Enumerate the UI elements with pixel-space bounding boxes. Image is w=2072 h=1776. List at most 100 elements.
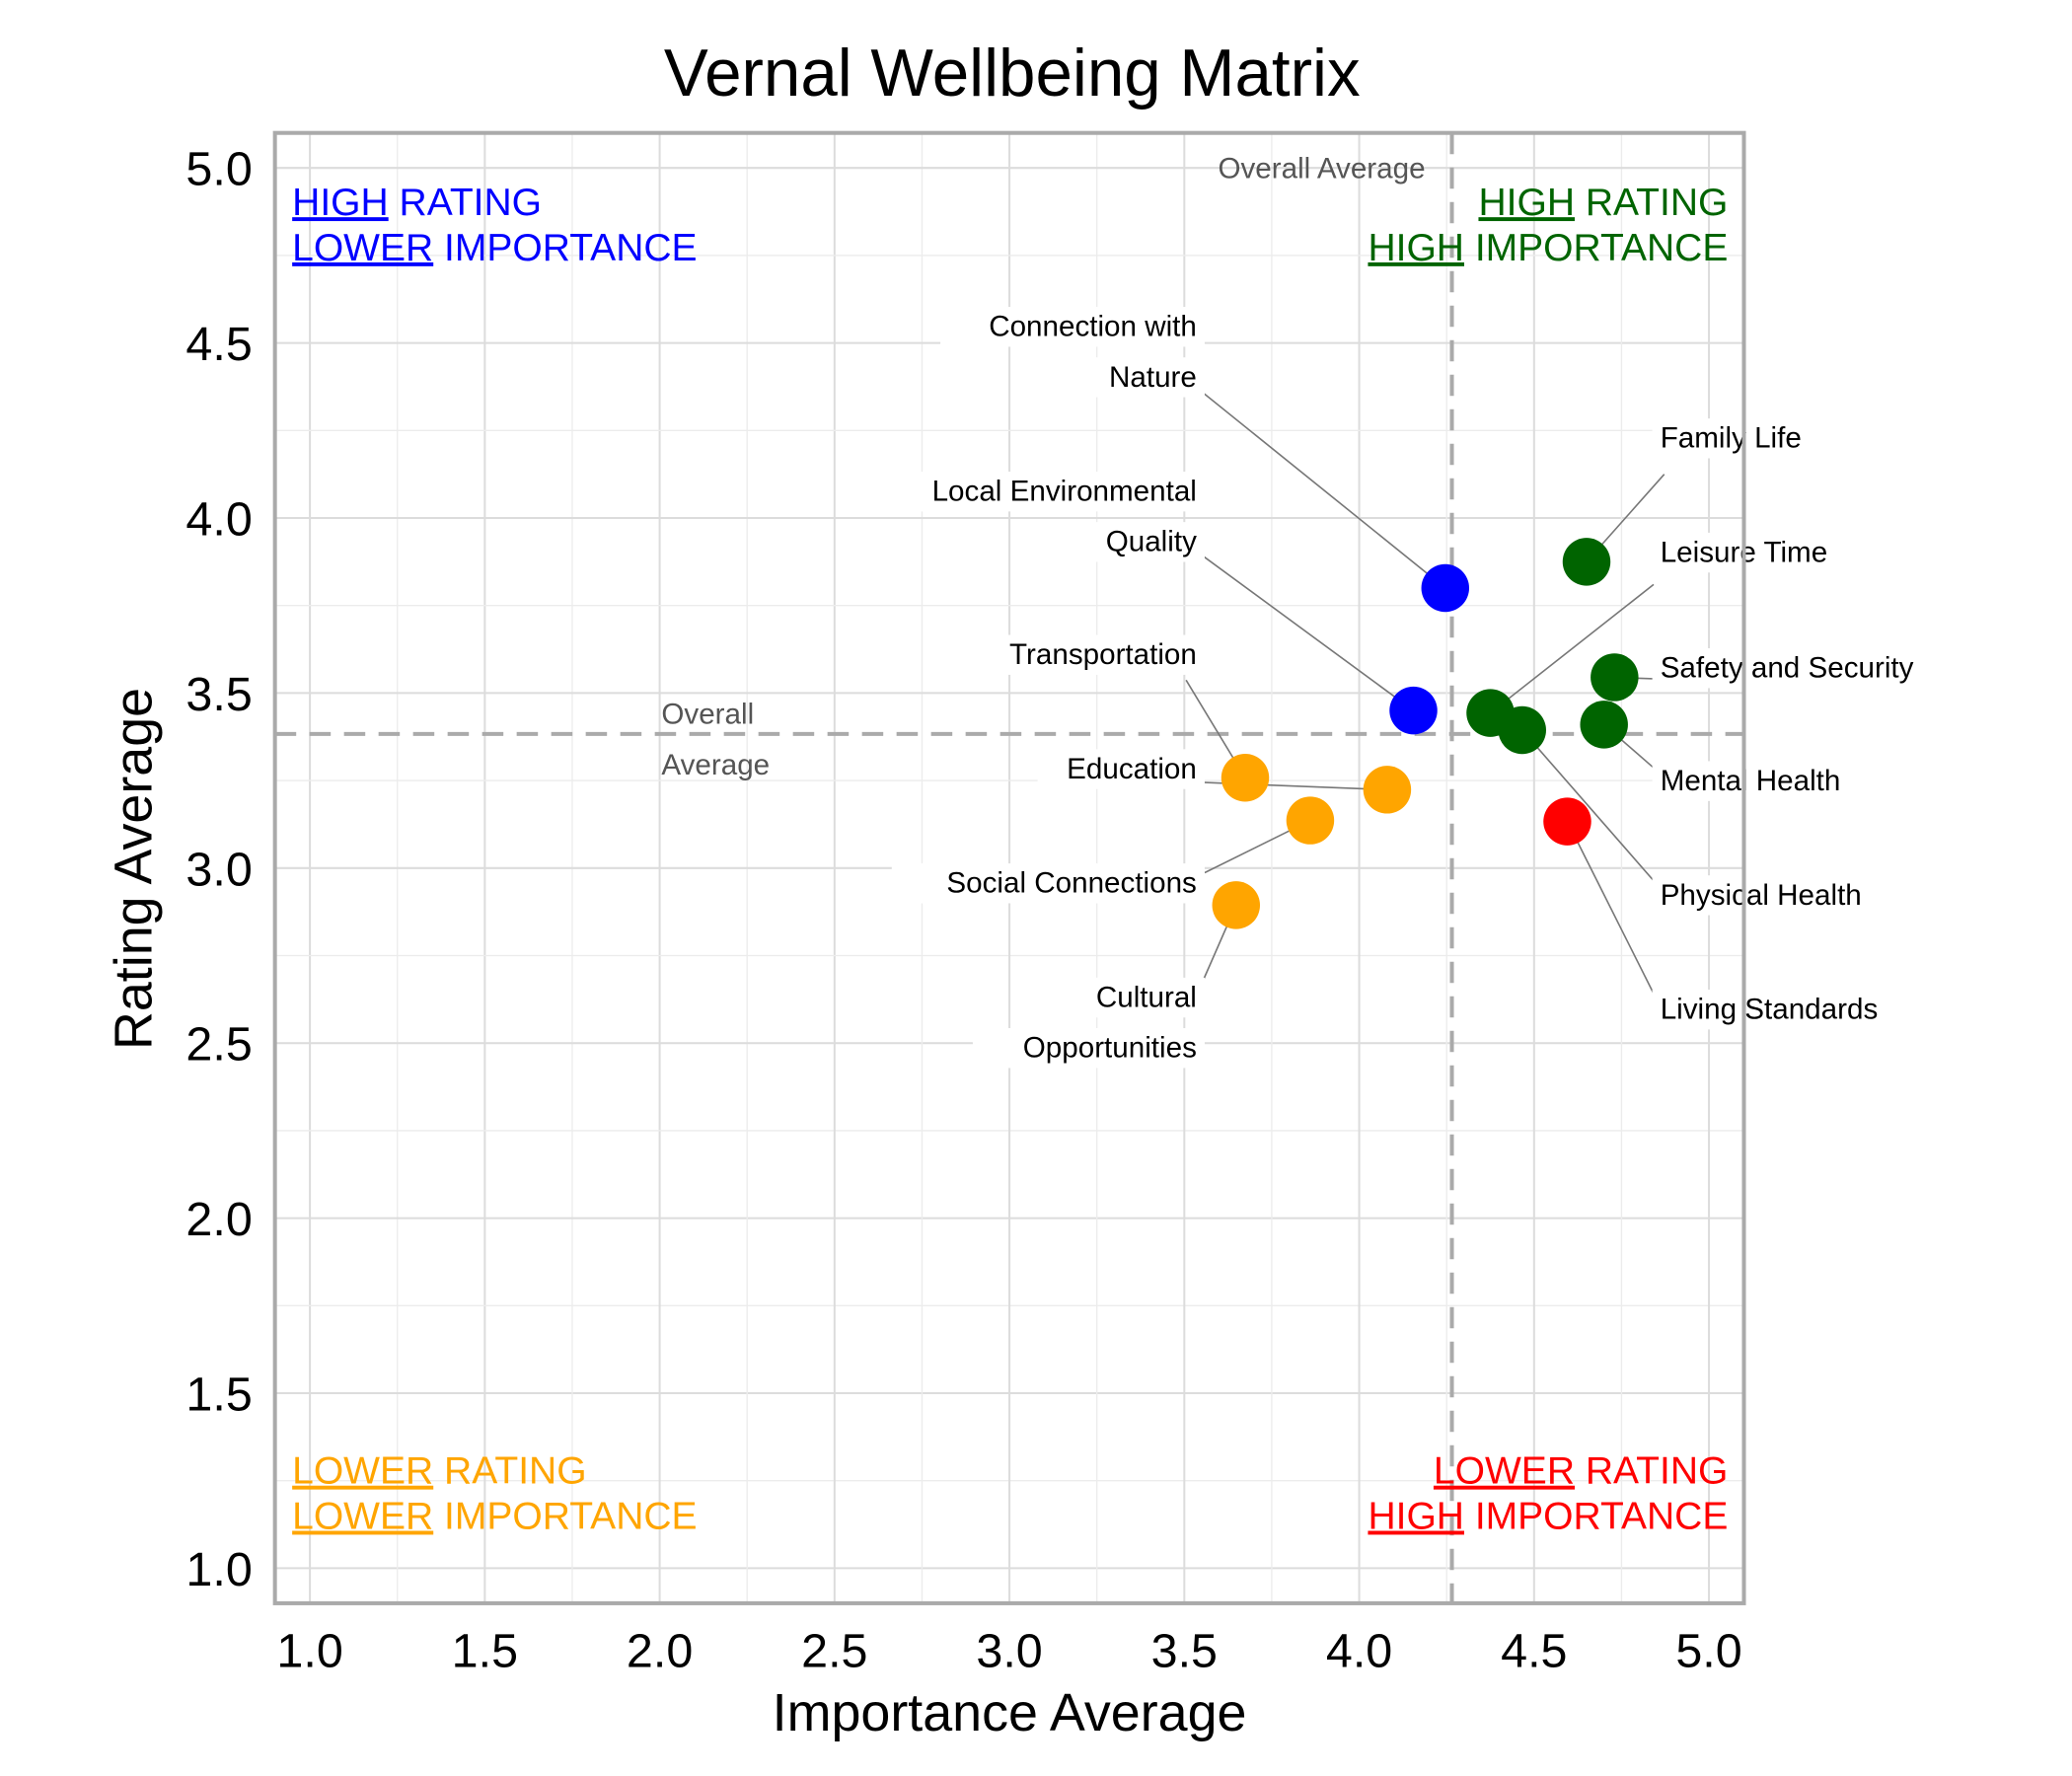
quadrant-emphasis: LOWER — [292, 227, 433, 269]
point-label: Living Standards — [1661, 994, 1879, 1026]
label-background — [956, 634, 1205, 675]
chart-title: Vernal Wellbeing Matrix — [664, 37, 1361, 111]
point-label: Education — [1067, 753, 1197, 785]
x-tick-label: 2.0 — [627, 1625, 693, 1678]
quadrant-text: IMPORTANCE — [1464, 1496, 1728, 1538]
quadrant-label-top-right: HIGH RATING — [1478, 182, 1728, 224]
quadrant-text: RATING — [1575, 182, 1728, 224]
label-background — [1652, 648, 1982, 689]
point-label: Physical Health — [1661, 879, 1862, 912]
data-points — [1212, 538, 1639, 929]
quadrant-label-top-right: HIGH IMPORTANCE — [1368, 227, 1728, 269]
label-background — [1085, 357, 1205, 398]
quadrant-text: IMPORTANCE — [1464, 227, 1728, 269]
x-tick-label: 5.0 — [1675, 1625, 1741, 1678]
y-tick-label: 4.0 — [185, 492, 252, 546]
y-tick-label: 3.5 — [185, 668, 252, 721]
quadrant-emphasis: HIGH — [292, 182, 389, 224]
leader-line — [1566, 821, 1655, 995]
label-background — [1054, 977, 1205, 1018]
plot-frame — [272, 130, 1746, 1605]
quadrant-text: IMPORTANCE — [433, 1496, 697, 1538]
data-point — [1580, 701, 1628, 749]
point-label: Nature — [1109, 361, 1197, 394]
quadrant-text: RATING — [1575, 1450, 1728, 1493]
y-tick-label: 1.0 — [185, 1543, 252, 1596]
point-label: Transportation — [1009, 638, 1197, 671]
y-tick-label: 2.0 — [185, 1193, 252, 1246]
leader-lines — [1185, 391, 1665, 995]
point-label: Local Environmental — [932, 476, 1197, 508]
leader-line — [1521, 729, 1655, 882]
leader-line — [1489, 583, 1655, 714]
quadrant-emphasis: LOWER — [292, 1496, 433, 1538]
y-tick-label: 4.5 — [185, 318, 252, 371]
quadrant-emphasis: HIGH — [1478, 182, 1575, 224]
quadrant-label-bottom-right: LOWER RATING — [1434, 1450, 1728, 1493]
reference-lines: Overall Average Overall Average — [274, 132, 1744, 1603]
x-tick-label: 2.5 — [801, 1625, 867, 1678]
label-background — [972, 1028, 1205, 1069]
data-point — [1498, 705, 1546, 755]
quadrant-text: IMPORTANCE — [433, 227, 697, 269]
quadrant-emphasis: HIGH — [1368, 1496, 1464, 1538]
label-background — [1070, 522, 1205, 562]
x-tick-label: 4.0 — [1326, 1625, 1392, 1678]
x-tick-label: 4.5 — [1501, 1625, 1567, 1678]
label-background — [1652, 875, 1917, 916]
quadrant-emphasis: LOWER — [292, 1450, 433, 1493]
y-tick-label: 5.0 — [185, 143, 252, 196]
point-label: Safety and Security — [1661, 652, 1914, 685]
quadrant-emphasis: LOWER — [1434, 1450, 1575, 1493]
data-point — [1221, 754, 1270, 802]
leader-line — [1201, 555, 1414, 711]
y-average-label: Overall — [661, 699, 754, 731]
point-label: Cultural — [1096, 981, 1197, 1013]
x-tick-label: 1.5 — [452, 1625, 518, 1678]
quadrant-text: RATING — [433, 1450, 586, 1493]
x-average-label: Overall Average — [1218, 152, 1425, 185]
quadrant-label-top-left: HIGH RATING — [292, 182, 542, 224]
label-background — [1652, 532, 1869, 573]
label-background — [891, 863, 1205, 904]
y-tick-label: 1.5 — [185, 1369, 252, 1422]
y-tick-label: 2.5 — [185, 1018, 252, 1072]
quadrant-label-top-left: LOWER IMPORTANCE — [292, 227, 697, 269]
tick-labels: 1.0 1.5 2.0 2.5 3.0 3.5 4.0 4.5 5.0 1.0 1.5 2.0 2.5 3… — [185, 143, 1741, 1678]
quadrant-label-bottom-left: LOWER RATING — [292, 1450, 586, 1493]
quadrant-label-bottom-left: LOWER IMPORTANCE — [292, 1496, 697, 1538]
quadrant-emphasis: HIGH — [1368, 227, 1464, 269]
point-label: Family Life — [1661, 422, 1802, 455]
y-axis-label: Rating Average — [104, 688, 163, 1050]
label-background — [1652, 989, 1933, 1030]
point-label: Quality — [1106, 526, 1197, 558]
label-background — [940, 307, 1205, 347]
data-point — [1591, 653, 1639, 702]
label-background — [1037, 749, 1205, 789]
data-point — [1389, 686, 1438, 735]
data-point — [1212, 881, 1261, 929]
quadrant-label-bottom-right: HIGH IMPORTANCE — [1368, 1496, 1728, 1538]
x-tick-label: 1.0 — [276, 1625, 342, 1678]
data-point — [1562, 538, 1611, 586]
point-label: Connection with — [989, 311, 1197, 343]
point-label: Social Connections — [946, 867, 1196, 900]
x-tick-label: 3.5 — [1151, 1625, 1218, 1678]
label-background — [1652, 761, 1885, 801]
label-background — [875, 471, 1205, 512]
point-label: Opportunities — [1023, 1032, 1197, 1065]
point-label: Mental Health — [1661, 765, 1841, 797]
data-point — [1363, 766, 1412, 814]
data-point — [1421, 563, 1469, 613]
x-tick-label: 3.0 — [976, 1625, 1042, 1678]
data-point — [1543, 797, 1591, 846]
point-labels: Connection with Nature Local Environmental… — [875, 307, 1982, 1069]
y-tick-label: 3.0 — [185, 843, 252, 896]
leader-line — [1201, 391, 1446, 589]
data-point — [1286, 796, 1335, 845]
x-axis-label: Importance Average — [773, 1683, 1247, 1742]
y-average-label: Average — [661, 749, 770, 781]
quadrant-text: RATING — [389, 182, 542, 224]
